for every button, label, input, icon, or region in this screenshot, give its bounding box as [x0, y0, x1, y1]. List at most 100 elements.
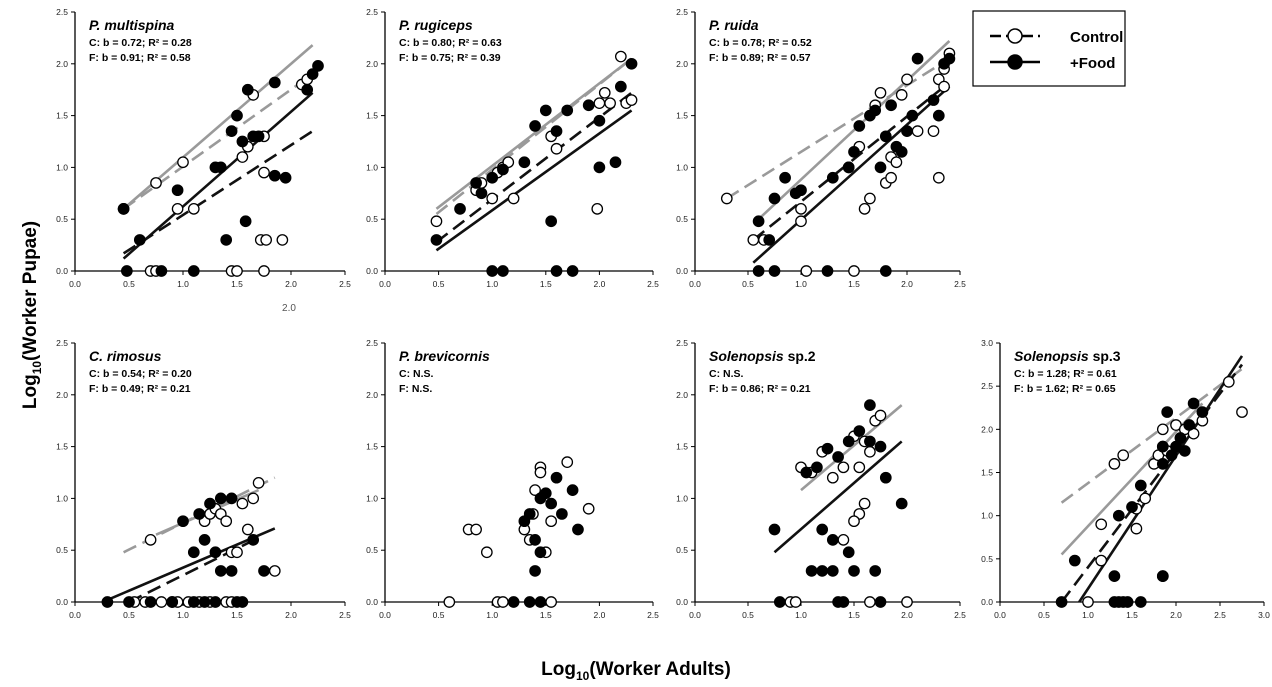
x-tick-label: 2.5	[339, 610, 351, 620]
x-tick-label: 0.5	[742, 279, 754, 289]
food-point	[800, 466, 813, 479]
x-tick-label: 2.0	[593, 279, 605, 289]
food-point	[279, 171, 292, 184]
x-tick-label: 0.5	[742, 610, 754, 620]
control-point	[720, 192, 733, 205]
y-tick-label: 1.5	[981, 468, 993, 478]
control-point	[858, 497, 871, 510]
panel-title-italic: Solenopsis	[1014, 348, 1089, 364]
food-point	[582, 99, 595, 112]
panel-6: 0.0 0.5 1.0 1.5 2.0 2.5 0.0 0.5 1.0 1.5 2.0 2.5 Sole…	[676, 338, 966, 620]
food-point	[231, 109, 243, 122]
food-point	[768, 523, 781, 536]
fit-line-control	[122, 130, 314, 255]
x-tick-label: 0.0	[689, 610, 701, 620]
y-tick-label: 1.5	[56, 442, 68, 452]
x-tick-label: 1.5	[540, 279, 552, 289]
control-point	[614, 50, 627, 63]
y-tick-label: 0.0	[366, 266, 378, 276]
stat-control: C: b = 0.54; R² = 0.20	[89, 368, 192, 380]
food-point	[225, 125, 238, 137]
control-point	[837, 461, 850, 474]
y-tick-label: 0.5	[366, 545, 378, 555]
panel-title: P. multispina	[89, 17, 175, 33]
x-tick-label: 2.5	[339, 279, 351, 289]
food-point	[869, 565, 882, 577]
food-point	[609, 156, 622, 169]
food-point	[911, 52, 924, 65]
food-point	[550, 265, 563, 277]
food-point	[1183, 419, 1196, 431]
food-point	[837, 596, 850, 608]
control-point	[1108, 458, 1121, 470]
control-point	[258, 265, 270, 277]
food-point	[1126, 501, 1138, 513]
control-point	[220, 515, 233, 528]
y-tick-label: 0.5	[676, 214, 688, 224]
panel-title-italic: P. rugiceps	[399, 17, 473, 33]
panel-title: C. rimosus	[89, 348, 162, 364]
x-tick-label: 1.0	[795, 610, 807, 620]
control-point	[1117, 449, 1130, 462]
food-point	[117, 202, 130, 215]
x-tick-label: 2.0	[1170, 610, 1182, 620]
x-tick-label: 0.0	[69, 279, 81, 289]
food-point	[779, 171, 791, 184]
control-point	[901, 596, 913, 608]
food-point	[848, 146, 860, 158]
food-point	[879, 471, 892, 484]
panel-5: 0.0 0.5 1.0 1.5 2.0 2.5 0.0 0.5 1.0 1.5 2.0 2.5 P. b…	[366, 338, 659, 620]
food-point	[301, 83, 314, 96]
food-point	[268, 169, 281, 182]
x-tick-label: 1.5	[848, 279, 860, 289]
food-point	[1112, 509, 1125, 522]
stat-food: F: b = 0.91; R² = 0.58	[89, 52, 191, 64]
panel-title: P. ruida	[709, 17, 759, 33]
control-point	[890, 156, 903, 169]
food-point	[486, 265, 499, 277]
y-tick-label: 2.0	[676, 390, 688, 400]
food-point	[593, 161, 606, 174]
control-point	[241, 523, 254, 536]
food-point	[895, 146, 908, 158]
y-tick-label: 1.0	[56, 162, 68, 172]
food-point	[209, 596, 222, 608]
panel-title-rest: sp.3	[1089, 348, 1121, 364]
panel-title: Solenopsis sp.2	[709, 348, 816, 364]
panel-title: P. rugiceps	[399, 17, 473, 33]
panel-title-italic: Solenopsis	[709, 348, 784, 364]
y-tick-label: 1.5	[676, 111, 688, 121]
stat-food: F: b = 1.62; R² = 0.65	[1014, 383, 1116, 395]
food-point	[566, 265, 579, 277]
control-point	[1082, 596, 1094, 608]
food-point	[214, 492, 227, 505]
food-point	[247, 533, 260, 546]
food-point	[177, 515, 189, 528]
y-tick-label: 0.0	[676, 597, 688, 607]
control-point	[598, 86, 611, 99]
panel-title-italic: P. brevicornis	[399, 348, 490, 364]
control-point	[837, 533, 850, 546]
control-point	[1222, 375, 1235, 388]
food-point	[561, 104, 574, 117]
food-point	[1134, 479, 1147, 492]
y-tick-label: 2.5	[981, 381, 993, 391]
food-point	[1196, 406, 1209, 418]
control-point	[231, 265, 243, 277]
x-tick-label: 1.5	[231, 279, 243, 289]
food-point	[1187, 397, 1200, 410]
food-point	[901, 125, 913, 137]
x-tick-label: 0.5	[1038, 610, 1050, 620]
food-point	[853, 120, 866, 132]
control-point	[885, 171, 897, 184]
food-point	[193, 508, 206, 520]
control-point	[1236, 406, 1248, 418]
food-point	[885, 99, 897, 112]
x-axis-label: Log10(Worker Adults)	[541, 659, 731, 683]
x-tick-label: 0.5	[123, 279, 135, 289]
control-point	[430, 215, 443, 228]
x-tick-label: 1.5	[540, 610, 552, 620]
food-point	[187, 546, 200, 559]
control-point	[260, 234, 273, 246]
